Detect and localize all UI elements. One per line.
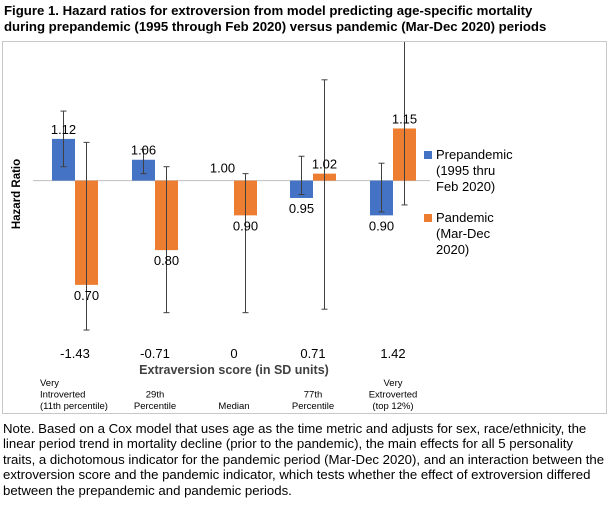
figure-title: Figure 1. Hazard ratios for extroversion… [4, 3, 608, 35]
x-tick-label-1: -0.71 [140, 346, 170, 361]
y-axis-label: Hazard Ratio [11, 159, 23, 229]
x-sublabel-0-2: (11th percentile) [40, 401, 108, 412]
data-label-prepandemic-3: 0.95 [289, 201, 314, 216]
figure-note: Note. Based on a Cox model that uses age… [3, 421, 605, 498]
x-tick-label-3: 0.71 [300, 346, 325, 361]
x-sublabel-4-0: Very [383, 378, 402, 389]
x-sublabel-1-0: 29th [146, 390, 165, 401]
x-axis-label: Extraversion score (in SD units) [139, 363, 329, 377]
hazard-ratio-chart: 1.12 1.06 1.00 0.95 0.90 0.70 0.80 0.90 1.02 1.15… [11, 42, 513, 412]
x-sublabel-0-0: Very [40, 378, 59, 389]
legend-label-prepandemic-1: (1995 thru [436, 163, 495, 178]
data-label-prepandemic-1: 1.06 [131, 143, 156, 158]
data-label-pandemic-0: 0.70 [74, 288, 99, 303]
x-sublabel-3-1: Percentile [292, 401, 334, 412]
legend-swatch-prepandemic [424, 151, 432, 159]
legend-label-pandemic-1: (Mar-Dec [436, 226, 491, 241]
x-tick-label-2: 0 [230, 346, 237, 361]
x-sublabel-2-0: Median [218, 401, 249, 412]
x-sublabel-4-2: (top 12%) [372, 401, 413, 412]
chart-panel: 1.12 1.06 1.00 0.95 0.90 0.70 0.80 0.90 1.02 1.15… [2, 41, 607, 414]
x-sublabel-1-1: Percentile [134, 401, 176, 412]
figure-title-line-1: Figure 1. Hazard ratios for extroversion… [4, 3, 533, 18]
data-label-pandemic-1: 0.80 [154, 253, 179, 268]
legend-label-pandemic-0: Pandemic [436, 210, 494, 225]
data-label-prepandemic-2: 1.00 [210, 161, 235, 176]
legend-label-prepandemic-2: Feb 2020) [436, 179, 495, 194]
data-label-prepandemic-0: 1.12 [51, 122, 76, 137]
legend-label-prepandemic-0: Prepandemic [436, 147, 513, 162]
data-label-pandemic-2: 0.90 [233, 218, 258, 233]
data-label-prepandemic-4: 0.90 [369, 218, 394, 233]
legend-label-pandemic-2: 2020) [436, 242, 469, 257]
figure-title-line-2: during prepandemic (1995 through Feb 202… [4, 19, 547, 34]
data-label-pandemic-3: 1.02 [312, 157, 337, 172]
data-label-pandemic-4: 1.15 [392, 111, 417, 126]
x-sublabel-0-1: Introverted [40, 390, 85, 401]
x-sublabel-3-0: 77th [304, 390, 323, 401]
x-sublabel-4-1: Extroverted [369, 390, 418, 401]
x-tick-label-4: 1.42 [380, 346, 405, 361]
legend-swatch-pandemic [424, 214, 432, 222]
x-tick-label-0: -1.43 [60, 346, 90, 361]
